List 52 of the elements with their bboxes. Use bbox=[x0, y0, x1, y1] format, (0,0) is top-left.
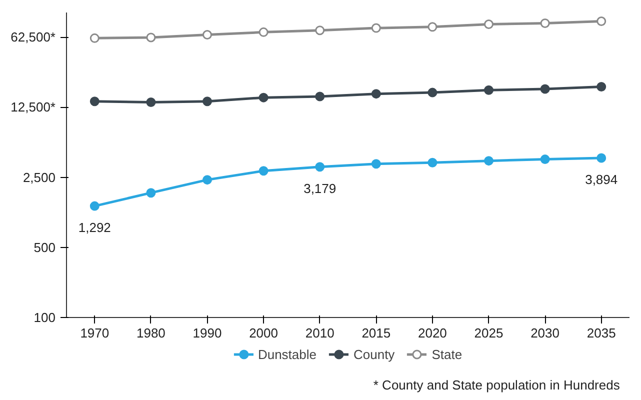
x-tick-label: 1980 bbox=[136, 326, 166, 340]
x-tick-label: 1970 bbox=[80, 326, 110, 340]
point bbox=[315, 92, 325, 102]
legend-label: Dunstable bbox=[258, 346, 316, 362]
y-tick-label: 2,500 bbox=[22, 170, 56, 185]
point bbox=[540, 18, 550, 28]
point bbox=[428, 88, 438, 98]
x-tick-label: 2025 bbox=[474, 326, 504, 340]
point bbox=[258, 166, 268, 176]
point bbox=[428, 22, 438, 32]
x-tick-label: 2015 bbox=[362, 326, 391, 340]
point bbox=[202, 175, 212, 185]
point bbox=[540, 84, 550, 94]
point bbox=[484, 156, 494, 166]
point bbox=[371, 23, 381, 33]
point bbox=[90, 33, 100, 43]
point bbox=[202, 30, 212, 40]
legend-label: County bbox=[353, 346, 395, 362]
x-tick-label: 2020 bbox=[418, 326, 447, 340]
point bbox=[315, 162, 325, 172]
point bbox=[146, 98, 156, 108]
x-tick-label: 2030 bbox=[530, 326, 560, 340]
x-tick-label: 2035 bbox=[586, 326, 616, 340]
point bbox=[146, 32, 156, 42]
y-tick-label: 12,500* bbox=[10, 100, 56, 115]
x-tick-label: 1990 bbox=[192, 326, 222, 340]
point bbox=[596, 82, 606, 92]
point bbox=[428, 158, 438, 168]
point bbox=[540, 154, 550, 164]
legend-label: State bbox=[432, 346, 462, 362]
point bbox=[90, 201, 100, 211]
point bbox=[596, 153, 606, 163]
point bbox=[90, 96, 100, 106]
point bbox=[315, 26, 325, 36]
y-tick-label: 500 bbox=[34, 240, 56, 255]
x-tick-label: 2010 bbox=[305, 326, 334, 340]
point bbox=[258, 92, 268, 102]
point bbox=[258, 27, 268, 37]
y-tick-label: 100 bbox=[34, 310, 56, 325]
x-tick-label: 2000 bbox=[249, 326, 278, 340]
point bbox=[484, 20, 494, 29]
point bbox=[484, 85, 494, 95]
point bbox=[371, 159, 381, 169]
data-label: 1,292 bbox=[78, 220, 111, 236]
point bbox=[596, 16, 606, 26]
data-label: 3,179 bbox=[304, 180, 336, 196]
y-tick-label: 62,500* bbox=[10, 30, 56, 45]
data-label: 3,894 bbox=[585, 172, 618, 188]
point bbox=[202, 96, 212, 106]
text: * County and State population in Hundreds bbox=[373, 378, 620, 392]
point bbox=[371, 89, 381, 99]
point bbox=[146, 188, 156, 198]
